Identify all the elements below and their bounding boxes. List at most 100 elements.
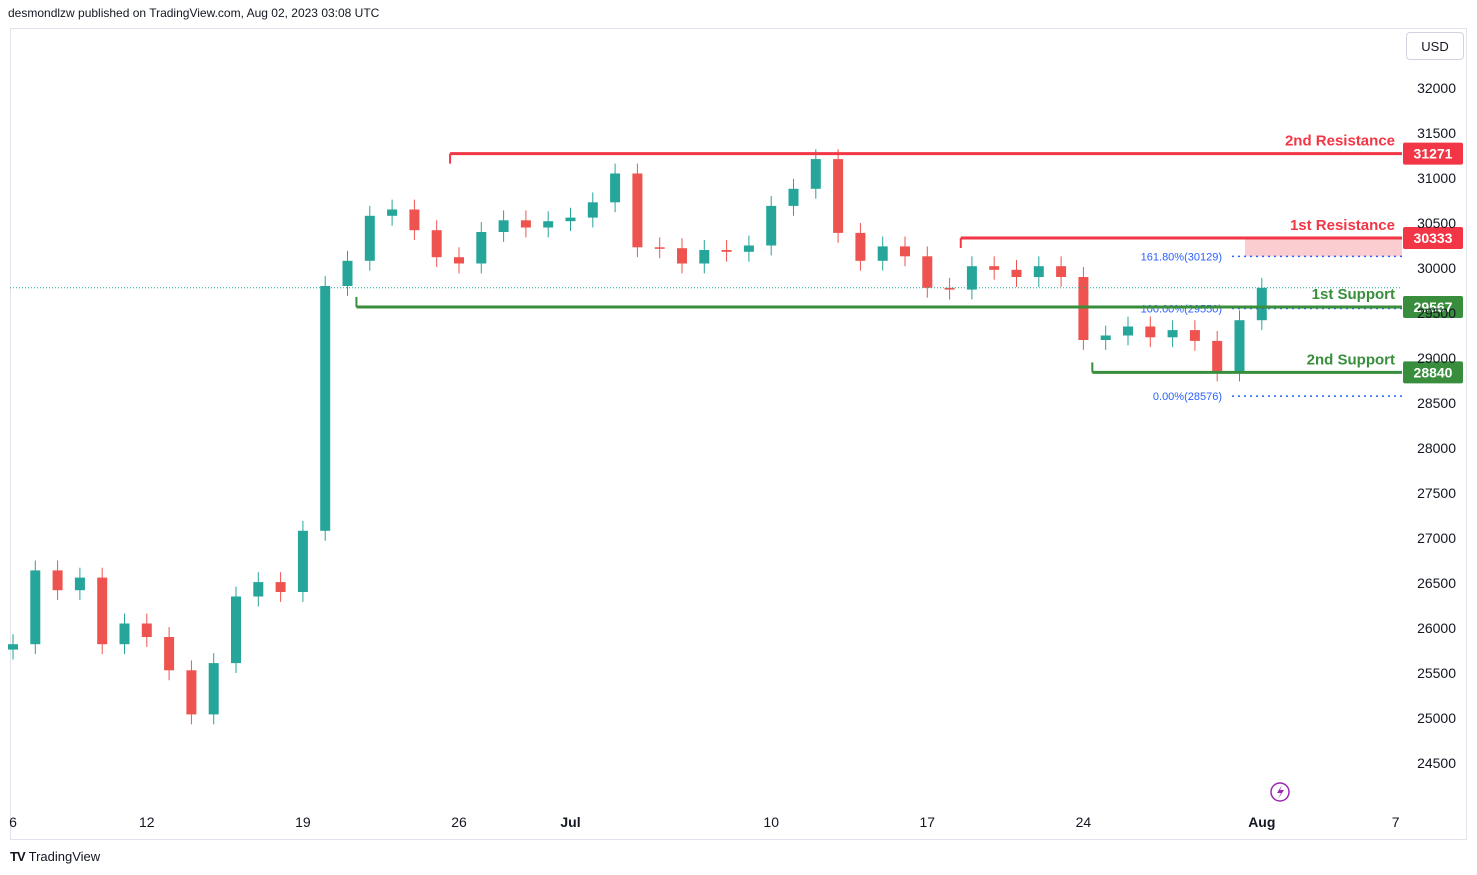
date-tick-label: 7 [1392, 814, 1400, 830]
level-price-value: 31271 [1414, 146, 1453, 162]
candle-body [944, 287, 955, 290]
candle-body [141, 623, 152, 637]
price-tick-label: 27500 [1417, 485, 1456, 501]
price-axis: 32000 31500 31000 30500 30000 29500 29000 28500… [1417, 80, 1456, 771]
chart-frame [10, 28, 1467, 840]
candle-body [253, 582, 264, 597]
candle-body [699, 250, 710, 264]
candle-body [454, 257, 464, 264]
candle-body [342, 260, 353, 286]
price-tick-label: 29000 [1417, 350, 1456, 366]
price-tick-label: 27000 [1417, 530, 1456, 546]
candle-body [543, 221, 554, 228]
fib-label: 161.80%(30129) [1141, 251, 1222, 263]
candle-body [587, 202, 598, 218]
candle-body [320, 286, 331, 531]
resistance-zone [1245, 238, 1402, 257]
tradingview-logo-icon: TV [10, 849, 26, 864]
date-tick-label: Jul [560, 814, 580, 830]
level-price-tag [1403, 361, 1463, 384]
alert-icon[interactable] [1270, 782, 1290, 802]
candle-body [565, 217, 576, 222]
candle-body [721, 250, 732, 252]
currency-button[interactable]: USD [1406, 32, 1464, 60]
candle-body [743, 245, 754, 252]
date-tick-label: 26 [451, 814, 467, 830]
candle-body [922, 256, 933, 288]
level-price-value: 30333 [1414, 230, 1453, 246]
candle-body [610, 173, 621, 203]
candle-body [989, 266, 1000, 270]
fib-label: 0.00%(28576) [1153, 391, 1222, 403]
candle-body [1234, 320, 1245, 372]
candle-body [766, 205, 777, 246]
candle-body [208, 663, 219, 715]
level-price-value: 29567 [1414, 299, 1453, 315]
price-tick-label: 30000 [1417, 260, 1456, 276]
level-price-tag [1403, 295, 1463, 318]
candle-body [498, 220, 509, 232]
candle-body [1167, 330, 1178, 338]
price-tick-label: 31500 [1417, 125, 1456, 141]
candle-body [231, 596, 241, 664]
candle-body [1078, 277, 1089, 340]
candle-body [275, 582, 286, 592]
price-tick-label: 25000 [1417, 710, 1456, 726]
candle-body [877, 246, 888, 261]
date-tick-label: 24 [1076, 814, 1092, 830]
price-tick-label: 25500 [1417, 665, 1456, 681]
date-tick-label: 10 [763, 814, 779, 830]
candle-body [632, 173, 643, 248]
candle-body [119, 623, 130, 645]
levels: 161.80%(30129) 100.00%(29550) 0.00%(28576)… [10, 133, 1463, 403]
candle-body [1123, 326, 1133, 336]
candles [8, 149, 1267, 725]
candle-body [387, 209, 398, 216]
price-tick-label: 29500 [1417, 305, 1456, 321]
candle-body [186, 670, 197, 715]
date-tick-label: 19 [295, 814, 311, 830]
price-tick-label: 26000 [1417, 620, 1456, 636]
level-name: 2nd Support [1307, 351, 1395, 368]
candle-body [52, 570, 63, 591]
candle-body [409, 209, 420, 231]
candle-body [677, 248, 687, 264]
candle-body [30, 570, 41, 645]
candle-body [1100, 335, 1111, 340]
candle-body [810, 159, 821, 189]
candle-body [1212, 340, 1223, 372]
price-tick-label: 26500 [1417, 575, 1456, 591]
candle-body [8, 644, 18, 650]
candle-body [1056, 266, 1067, 277]
level-price-tag [1403, 142, 1463, 165]
price-tick-label: 24500 [1417, 755, 1456, 771]
date-tick-label: 12 [139, 814, 155, 830]
level-name: 2nd Resistance [1285, 133, 1395, 150]
date-tick-label: 17 [920, 814, 936, 830]
candle-body [1033, 266, 1044, 277]
date-tick-label: 6 [9, 814, 17, 830]
level-name: 1st Resistance [1290, 217, 1395, 234]
publisher-info: desmondlzw published on TradingView.com,… [8, 6, 380, 20]
price-tick-label: 30500 [1417, 215, 1456, 231]
candle-body [966, 266, 977, 290]
footer: TV TradingView [10, 849, 100, 864]
candle-body [520, 220, 531, 228]
candle-body [1011, 269, 1022, 277]
candle-body [476, 232, 487, 264]
candle-body [97, 577, 108, 645]
candle-body [855, 232, 866, 261]
candle-body [1145, 326, 1156, 338]
price-tick-label: 28500 [1417, 395, 1456, 411]
footer-brand: TradingView [28, 849, 101, 864]
candle-body [1256, 287, 1267, 321]
candle-body [364, 215, 375, 261]
price-tick-label: 31000 [1417, 170, 1456, 186]
candle-body [74, 577, 85, 591]
date-axis: 6 12 19 26 Jul 10 17 24 Aug 7 [9, 814, 1400, 830]
candle-body [431, 230, 442, 258]
candle-body [833, 159, 844, 233]
candle-body [164, 637, 175, 671]
candle-body [654, 247, 665, 249]
